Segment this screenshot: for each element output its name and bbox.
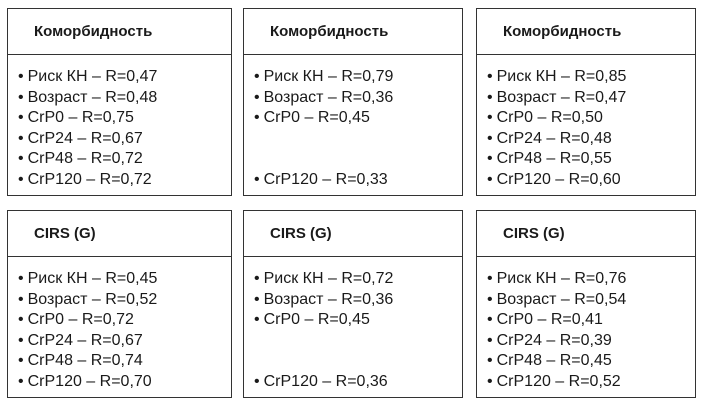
correlation-item: Возраст – R=0,47 bbox=[487, 88, 627, 108]
correlation-item: CrP24 – R=0,67 bbox=[18, 331, 143, 351]
correlation-item: CrP0 – R=0,75 bbox=[18, 108, 134, 128]
correlation-item: CrP120 – R=0,33 bbox=[254, 170, 388, 190]
correlation-item: CrP120 – R=0,72 bbox=[18, 170, 152, 190]
correlation-item: CrP0 – R=0,72 bbox=[18, 310, 134, 330]
correlation-item: CrP48 – R=0,74 bbox=[18, 351, 143, 371]
correlation-item: CrP48 – R=0,55 bbox=[487, 149, 612, 169]
correlation-item: CrP120 – R=0,60 bbox=[487, 170, 621, 190]
correlation-item: CrP0 – R=0,45 bbox=[254, 310, 370, 330]
correlation-item: Возраст – R=0,48 bbox=[18, 88, 158, 108]
correlation-item: Возраст – R=0,54 bbox=[487, 290, 627, 310]
correlation-item: CrP48 – R=0,72 bbox=[18, 149, 143, 169]
correlation-item: CrP0 – R=0,50 bbox=[487, 108, 603, 128]
correlation-item: Возраст – R=0,36 bbox=[254, 88, 394, 108]
correlation-item: CrP24 – R=0,48 bbox=[487, 129, 612, 149]
panel-6: CIRS (G) Риск КН – R=0,76Возраст – R=0,54… bbox=[476, 210, 696, 398]
correlation-item: Риск КН – R=0,47 bbox=[18, 67, 158, 87]
panel-3: Коморбидность Риск КН – R=0,85Возраст – R… bbox=[476, 8, 696, 196]
panel-title: Коморбидность bbox=[477, 9, 695, 55]
correlation-item: CrP120 – R=0,36 bbox=[254, 372, 388, 392]
correlation-item: Возраст – R=0,52 bbox=[18, 290, 158, 310]
panel-title: Коморбидность bbox=[244, 9, 462, 55]
correlation-item: CrP24 – R=0,67 bbox=[18, 129, 143, 149]
panel-2: Коморбидность Риск КН – R=0,79Возраст – R… bbox=[243, 8, 463, 196]
correlation-item: Риск КН – R=0,79 bbox=[254, 67, 394, 87]
correlation-item: Риск КН – R=0,76 bbox=[487, 269, 627, 289]
correlation-item: Возраст – R=0,36 bbox=[254, 290, 394, 310]
panel-title: Коморбидность bbox=[8, 9, 231, 55]
panel-5: CIRS (G) Риск КН – R=0,72Возраст – R=0,36… bbox=[243, 210, 463, 398]
correlation-item: CrP120 – R=0,52 bbox=[487, 372, 621, 392]
correlation-item: Риск КН – R=0,72 bbox=[254, 269, 394, 289]
correlation-item: CrP120 – R=0,70 bbox=[18, 372, 152, 392]
correlation-item: CrP0 – R=0,41 bbox=[487, 310, 603, 330]
correlation-item: CrP48 – R=0,45 bbox=[487, 351, 612, 371]
panel-4: CIRS (G) Риск КН – R=0,45Возраст – R=0,52… bbox=[7, 210, 232, 398]
panel-1: Коморбидность Риск КН – R=0,47Возраст – R… bbox=[7, 8, 232, 196]
correlation-item: Риск КН – R=0,45 bbox=[18, 269, 158, 289]
correlation-item: Риск КН – R=0,85 bbox=[487, 67, 627, 87]
panel-title: CIRS (G) bbox=[8, 211, 231, 257]
correlation-item: CrP0 – R=0,45 bbox=[254, 108, 370, 128]
panel-title: CIRS (G) bbox=[477, 211, 695, 257]
panel-title: CIRS (G) bbox=[244, 211, 462, 257]
correlation-item: CrP24 – R=0,39 bbox=[487, 331, 612, 351]
